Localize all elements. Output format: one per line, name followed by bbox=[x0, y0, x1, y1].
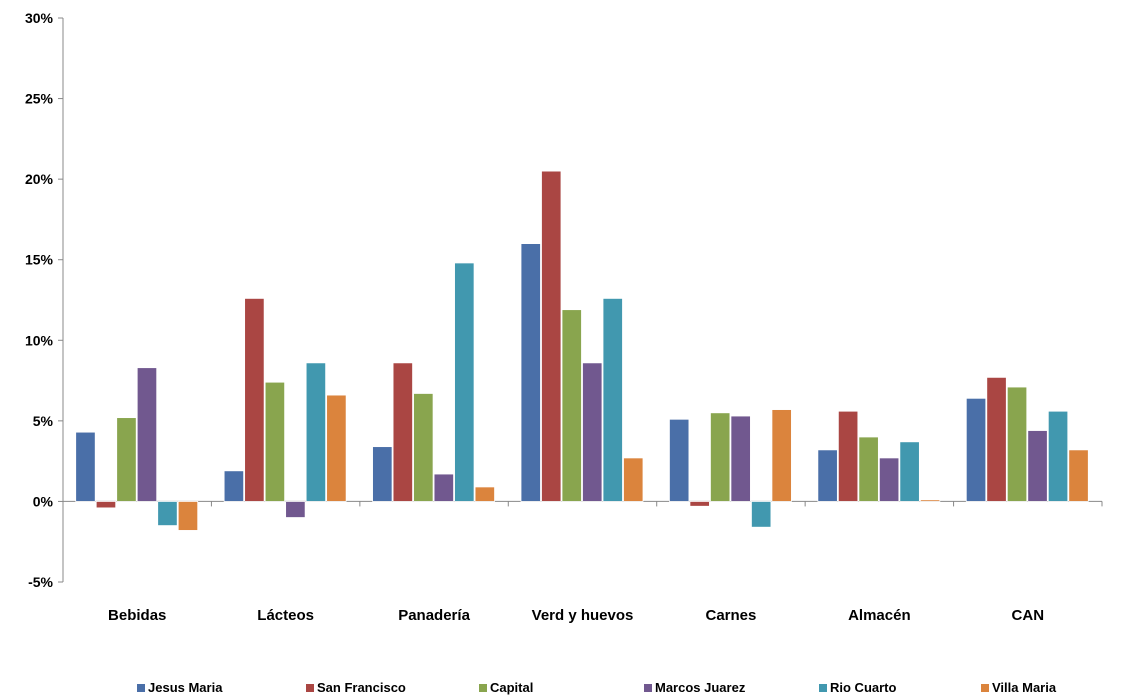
bar-jesus-maria-almacén bbox=[817, 449, 838, 502]
legend: Jesus Maria San Francisco Capital Marcos Ju… bbox=[137, 680, 1057, 695]
legend-label: Marcos Juarez bbox=[655, 680, 746, 695]
bar-villa-maria-lácteos bbox=[326, 394, 347, 502]
y-tick-label: 10% bbox=[25, 332, 54, 348]
chart-bars bbox=[75, 170, 1089, 531]
y-tick-label: 5% bbox=[33, 413, 54, 429]
legend-swatch bbox=[137, 684, 145, 692]
category-labels: Bebidas Lácteos Panadería Verd y huevos Carn… bbox=[108, 607, 1044, 624]
legend-label: Jesus Maria bbox=[148, 680, 223, 695]
bar-marcos-juarez-lácteos bbox=[285, 501, 306, 518]
legend-swatch bbox=[644, 684, 652, 692]
legend-swatch bbox=[981, 684, 989, 692]
category-label: Bebidas bbox=[108, 607, 166, 624]
bar-san-francisco-panadería bbox=[392, 362, 413, 502]
bar-rio-cuarto-bebidas bbox=[157, 501, 178, 526]
legend-label: Capital bbox=[490, 680, 533, 695]
bar-san-francisco-verd-y-huevos bbox=[541, 170, 562, 502]
legend-label: Villa Maria bbox=[992, 680, 1057, 695]
bar-villa-maria-can bbox=[1068, 449, 1089, 502]
bar-san-francisco-can bbox=[986, 376, 1007, 502]
bar-capital-panadería bbox=[413, 393, 434, 502]
bar-san-francisco-lácteos bbox=[244, 297, 265, 502]
legend-swatch bbox=[306, 684, 314, 692]
bar-marcos-juarez-carnes bbox=[730, 415, 751, 502]
bar-san-francisco-almacén bbox=[837, 410, 859, 502]
category-label: Carnes bbox=[705, 607, 756, 624]
legend-item: Marcos Juarez bbox=[644, 680, 746, 695]
bar-jesus-maria-lácteos bbox=[223, 470, 245, 502]
bar-capital-can bbox=[1006, 386, 1028, 502]
y-tick-label: -5% bbox=[28, 574, 53, 590]
bar-rio-cuarto-almacén bbox=[899, 441, 920, 502]
bar-villa-maria-almacén bbox=[919, 499, 941, 502]
y-tick-label: 20% bbox=[25, 171, 54, 187]
legend-label: Rio Cuarto bbox=[830, 680, 897, 695]
category-label: CAN bbox=[1012, 607, 1045, 624]
bar-capital-lácteos bbox=[264, 381, 286, 502]
y-tick-label: 30% bbox=[25, 10, 54, 26]
bar-marcos-juarez-can bbox=[1027, 430, 1048, 502]
bar-marcos-juarez-bebidas bbox=[136, 367, 158, 502]
bar-villa-maria-panadería bbox=[474, 486, 495, 502]
bar-jesus-maria-carnes bbox=[669, 418, 690, 502]
legend-swatch bbox=[819, 684, 827, 692]
legend-item: San Francisco bbox=[306, 680, 406, 695]
y-tick-label: 15% bbox=[25, 252, 54, 268]
bar-marcos-juarez-verd-y-huevos bbox=[582, 362, 603, 502]
legend-item: Capital bbox=[479, 680, 533, 695]
bar-jesus-maria-can bbox=[965, 397, 987, 502]
y-tick-label: 0% bbox=[33, 493, 54, 509]
bar-marcos-juarez-almacén bbox=[878, 457, 900, 502]
bar-villa-maria-carnes bbox=[771, 409, 792, 502]
y-tick-label: 25% bbox=[25, 91, 54, 107]
bar-capital-almacén bbox=[858, 436, 879, 502]
bar-capital-bebidas bbox=[116, 417, 137, 502]
bar-san-francisco-carnes bbox=[689, 501, 710, 507]
category-label: Verd y huevos bbox=[532, 607, 634, 624]
bar-jesus-maria-panadería bbox=[372, 446, 393, 502]
legend-label: San Francisco bbox=[317, 680, 406, 695]
bar-rio-cuarto-verd-y-huevos bbox=[602, 297, 623, 502]
legend-item: Villa Maria bbox=[981, 680, 1057, 695]
category-label: Almacén bbox=[848, 607, 911, 624]
bar-rio-cuarto-carnes bbox=[751, 501, 772, 528]
category-label: Lácteos bbox=[257, 607, 314, 624]
legend-item: Rio Cuarto bbox=[819, 680, 897, 695]
bar-villa-maria-verd-y-huevos bbox=[623, 457, 644, 502]
bar-jesus-maria-verd-y-huevos bbox=[520, 243, 541, 502]
bar-san-francisco-bebidas bbox=[95, 501, 117, 509]
bar-rio-cuarto-panadería bbox=[454, 262, 475, 502]
legend-item: Jesus Maria bbox=[137, 680, 223, 695]
category-label: Panadería bbox=[398, 607, 470, 624]
bar-marcos-juarez-panadería bbox=[433, 473, 454, 502]
legend-swatch bbox=[479, 684, 487, 692]
bar-rio-cuarto-lácteos bbox=[305, 362, 327, 502]
bar-rio-cuarto-can bbox=[1047, 410, 1069, 502]
bar-villa-maria-bebidas bbox=[177, 501, 199, 531]
bar-capital-verd-y-huevos bbox=[561, 309, 582, 502]
bar-capital-carnes bbox=[710, 412, 731, 502]
bar-jesus-maria-bebidas bbox=[75, 431, 96, 502]
